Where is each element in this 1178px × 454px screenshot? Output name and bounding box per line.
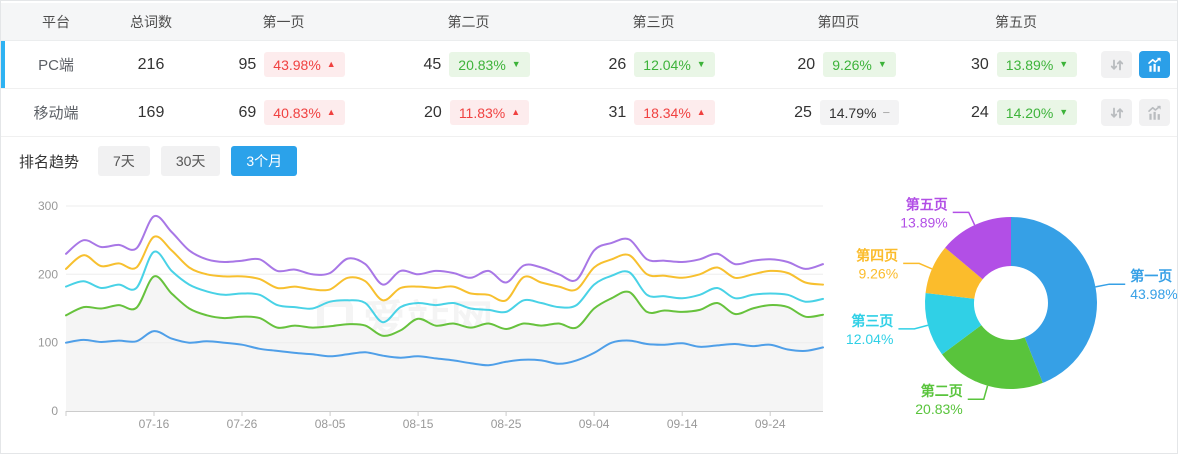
page5-cell: 30 13.89% ▼ bbox=[931, 52, 1101, 77]
page1-count: 95 bbox=[238, 55, 257, 73]
page4-change-badge: 14.79% − bbox=[819, 100, 900, 125]
svg-text:13.89%: 13.89% bbox=[900, 214, 947, 230]
svg-text:08-25: 08-25 bbox=[491, 417, 522, 431]
page4-count: 25 bbox=[794, 103, 812, 121]
page3-cell: 26 12.04% ▼ bbox=[561, 52, 746, 77]
col-page-3: 第三页 bbox=[632, 13, 675, 30]
trend-toolbar: 排名趋势 7天 30天 3个月 bbox=[1, 137, 1177, 185]
page2-change-badge: 20.83% ▼ bbox=[449, 52, 530, 77]
page2-change-badge: 11.83% ▲ bbox=[449, 100, 530, 125]
page1-change-badge: 43.98% ▲ bbox=[264, 52, 345, 77]
page3-cell: 31 18.34% ▲ bbox=[561, 100, 746, 125]
svg-text:0: 0 bbox=[51, 404, 58, 418]
page1-change-badge: 40.83% ▲ bbox=[264, 100, 345, 125]
col-page-5: 第五页 bbox=[995, 13, 1037, 30]
table-row-mobile[interactable]: 移动端 169 69 40.83% ▲ 20 11.83% ▲ 31 18.34% ▲… bbox=[1, 89, 1177, 137]
page2-cell: 45 20.83% ▼ bbox=[376, 52, 561, 77]
svg-text:43.98%: 43.98% bbox=[1130, 286, 1177, 302]
change-arrow-icon: ▲ bbox=[326, 59, 336, 69]
change-arrow-icon: ▲ bbox=[696, 107, 706, 117]
trend-toggle-row0[interactable] bbox=[1139, 51, 1170, 78]
range-button-7d[interactable]: 7天 bbox=[98, 146, 150, 176]
selected-row-indicator bbox=[1, 41, 5, 88]
total-words-value: 216 bbox=[137, 55, 165, 73]
page3-count: 31 bbox=[608, 103, 627, 121]
svg-text:09-14: 09-14 bbox=[667, 417, 698, 431]
sort-arrows-icon bbox=[1110, 59, 1123, 70]
range-button-30d[interactable]: 30天 bbox=[160, 146, 221, 176]
rank-trend-line-chart[interactable]: 0 100 200 300 07-16 07-26 08-05 08-15 08-25 09-04… bbox=[1, 185, 831, 454]
page1-cell: 69 40.83% ▲ bbox=[191, 100, 376, 125]
table-row-pc[interactable]: PC端 216 95 43.98% ▲ 45 20.83% ▼ 26 12.04% ▼… bbox=[1, 41, 1177, 89]
page1-count: 69 bbox=[238, 103, 257, 121]
svg-text:9.26%: 9.26% bbox=[858, 265, 898, 281]
svg-text:07-16: 07-16 bbox=[139, 417, 170, 431]
page2-count: 20 bbox=[424, 103, 442, 121]
platform-label: 移动端 bbox=[33, 105, 79, 122]
total-words-value: 169 bbox=[137, 103, 165, 121]
row-actions bbox=[1101, 51, 1177, 78]
svg-text:09-04: 09-04 bbox=[579, 417, 610, 431]
col-page-2: 第二页 bbox=[447, 13, 490, 30]
change-arrow-icon: ▲ bbox=[511, 107, 521, 117]
change-arrow-icon: ▼ bbox=[1059, 59, 1069, 69]
svg-text:第五页: 第五页 bbox=[906, 196, 948, 212]
svg-text:第四页: 第四页 bbox=[856, 247, 898, 263]
sort-arrows-icon bbox=[1110, 107, 1123, 118]
col-platform: 平台 bbox=[42, 13, 70, 30]
trend-chart-icon bbox=[1147, 105, 1161, 120]
page4-cell: 25 14.79% − bbox=[746, 100, 931, 125]
page4-count: 20 bbox=[797, 55, 816, 73]
svg-text:300: 300 bbox=[38, 199, 58, 213]
svg-text:第一页: 第一页 bbox=[1130, 268, 1172, 284]
trend-title: 排名趋势 bbox=[19, 153, 80, 171]
svg-text:第三页: 第三页 bbox=[851, 313, 893, 329]
page5-cell: 24 14.20% ▼ bbox=[931, 100, 1101, 125]
range-button-3m[interactable]: 3个月 bbox=[231, 146, 298, 176]
svg-text:08-15: 08-15 bbox=[403, 417, 434, 431]
trend-toggle-row1[interactable] bbox=[1139, 99, 1170, 126]
svg-text:第二页: 第二页 bbox=[921, 383, 963, 399]
table-header: 平台 总词数 第一页 第二页 第三页 第四页 第五页 bbox=[1, 3, 1177, 41]
page3-count: 26 bbox=[608, 55, 627, 73]
row-actions bbox=[1101, 99, 1177, 126]
page-distribution-donut-chart[interactable]: 第一页 43.98% 第二页 20.83% 第三页 12.04% 第四页 9.26% 第五页 13… bbox=[827, 185, 1178, 454]
change-arrow-icon: ▼ bbox=[696, 59, 706, 69]
page4-cell: 20 9.26% ▼ bbox=[746, 52, 931, 77]
page3-change-badge: 18.34% ▲ bbox=[634, 100, 715, 125]
page3-change-badge: 12.04% ▼ bbox=[634, 52, 715, 77]
svg-text:12.04%: 12.04% bbox=[846, 331, 893, 347]
page1-cell: 95 43.98% ▲ bbox=[191, 52, 376, 77]
svg-text:100: 100 bbox=[38, 336, 58, 350]
svg-text:08-05: 08-05 bbox=[315, 417, 346, 431]
page5-change-badge: 14.20% ▼ bbox=[996, 100, 1078, 125]
change-arrow-icon: − bbox=[882, 105, 891, 120]
sort-toggle-row1[interactable] bbox=[1101, 99, 1132, 126]
svg-text:09-24: 09-24 bbox=[755, 417, 786, 431]
page2-count: 45 bbox=[423, 55, 442, 73]
page2-cell: 20 11.83% ▲ bbox=[376, 100, 561, 125]
svg-text:07-26: 07-26 bbox=[227, 417, 258, 431]
page4-change-badge: 9.26% ▼ bbox=[823, 52, 896, 77]
col-total-words: 总词数 bbox=[130, 13, 172, 30]
trend-chart-icon bbox=[1147, 57, 1161, 72]
platform-label: PC端 bbox=[38, 57, 74, 74]
page5-count: 30 bbox=[971, 55, 989, 73]
page5-count: 24 bbox=[971, 103, 989, 121]
charts-area: 爱站网 0 100 200 300 07-16 07-26 08-05 08-15 08-25 0… bbox=[1, 185, 1178, 454]
sort-toggle-row0[interactable] bbox=[1101, 51, 1132, 78]
col-page-4: 第四页 bbox=[817, 13, 860, 30]
change-arrow-icon: ▲ bbox=[326, 107, 336, 117]
svg-text:200: 200 bbox=[38, 267, 58, 281]
svg-text:20.83%: 20.83% bbox=[915, 401, 962, 417]
change-arrow-icon: ▼ bbox=[511, 59, 521, 69]
page5-change-badge: 13.89% ▼ bbox=[996, 52, 1078, 77]
change-arrow-icon: ▼ bbox=[1059, 107, 1069, 117]
col-page-1: 第一页 bbox=[262, 13, 305, 30]
change-arrow-icon: ▼ bbox=[877, 59, 887, 69]
